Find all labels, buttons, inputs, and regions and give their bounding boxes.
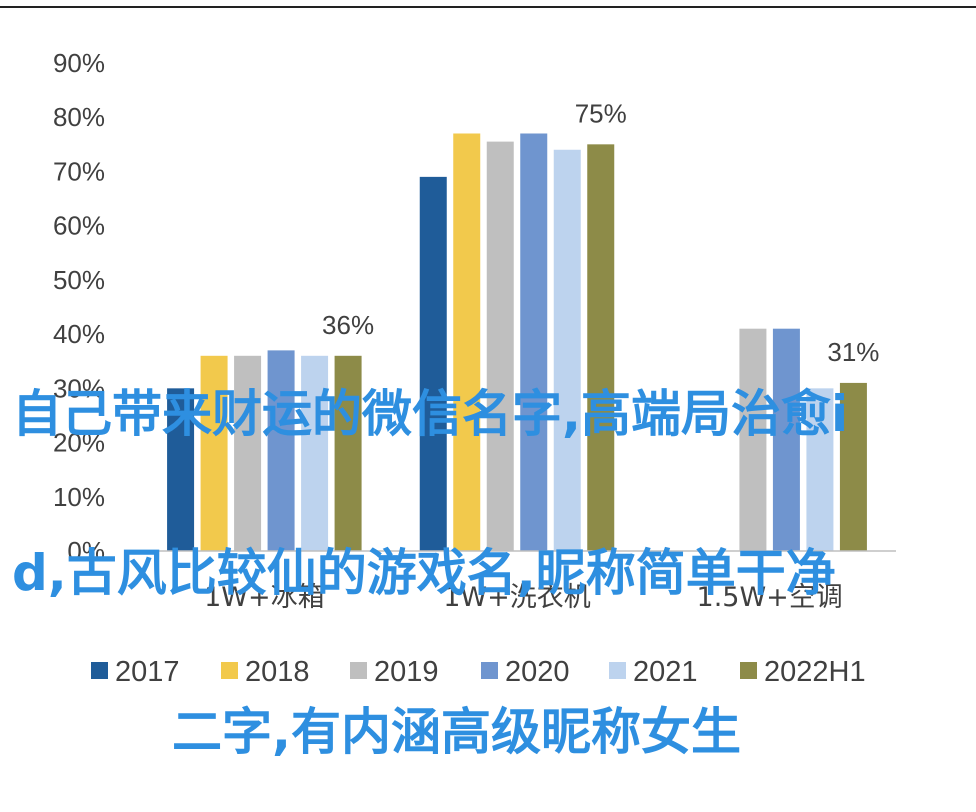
bar-2020-1 bbox=[520, 133, 548, 551]
bar-2021-0 bbox=[301, 355, 329, 551]
legend-label-2022H1: 2022H1 bbox=[764, 656, 866, 688]
x-category-label: 1W+冰箱 bbox=[204, 582, 325, 613]
legend-swatch-2018 bbox=[221, 662, 238, 679]
chart: 0%10%20%30%40%50%60%70%80%90% 36%75%31% … bbox=[0, 6, 976, 688]
overlay-line-3: 二字,有内涵高级昵称女生 bbox=[172, 703, 741, 761]
y-tick-label: 50% bbox=[53, 265, 105, 295]
data-label: 36% bbox=[322, 310, 374, 340]
bar-2020-0 bbox=[267, 350, 295, 551]
bar-2019-2 bbox=[739, 328, 767, 551]
bar-2022H1-0 bbox=[334, 355, 362, 551]
y-tick-label: 30% bbox=[53, 373, 105, 403]
bar-2018-1 bbox=[453, 133, 481, 551]
y-tick-label: 20% bbox=[53, 428, 105, 458]
x-category-label: 1W+洗衣机 bbox=[443, 582, 591, 613]
bar-2018-0 bbox=[200, 355, 228, 551]
y-tick-label: 60% bbox=[53, 211, 105, 241]
bar-2022H1-2 bbox=[839, 382, 867, 551]
x-category-label: 1.5W+空调 bbox=[697, 582, 843, 613]
bar-2019-0 bbox=[234, 355, 262, 551]
legend-swatch-2021 bbox=[609, 662, 626, 679]
data-labels: 36% 75% 31% bbox=[322, 98, 879, 367]
bar-2019-1 bbox=[486, 141, 514, 551]
bar-2017-0 bbox=[167, 388, 195, 551]
y-tick-label: 90% bbox=[53, 48, 105, 78]
legend-label-2017: 2017 bbox=[115, 656, 180, 688]
legend-swatch-2020 bbox=[481, 662, 498, 679]
y-tick-label: 0% bbox=[67, 536, 105, 566]
data-label: 31% bbox=[827, 337, 879, 367]
y-tick-label: 40% bbox=[53, 319, 105, 349]
legend-label-2021: 2021 bbox=[633, 656, 698, 688]
bar-2021-1 bbox=[553, 149, 581, 551]
bar-2020-2 bbox=[772, 328, 800, 551]
legend-swatch-2022H1 bbox=[740, 662, 757, 679]
y-axis-ticks: 0% 10% 20% 30% 40% 50% 60% 70% 80% 90% bbox=[53, 48, 105, 566]
legend-label-2019: 2019 bbox=[374, 656, 439, 688]
x-axis-categories: 1W+冰箱 1W+洗衣机 1.5W+空调 bbox=[204, 582, 843, 613]
data-label: 75% bbox=[575, 98, 627, 128]
bars-layer bbox=[167, 133, 867, 552]
legend: 2017 2018 2019 2020 2021 2022H1 bbox=[91, 656, 866, 688]
legend-label-2020: 2020 bbox=[505, 656, 570, 688]
bar-2021-2 bbox=[806, 388, 834, 551]
y-tick-label: 80% bbox=[53, 102, 105, 132]
y-tick-label: 10% bbox=[53, 482, 105, 512]
legend-swatch-2017 bbox=[91, 662, 108, 679]
bar-2017-1 bbox=[419, 176, 447, 551]
y-tick-label: 70% bbox=[53, 156, 105, 186]
legend-swatch-2019 bbox=[350, 662, 367, 679]
legend-label-2018: 2018 bbox=[245, 656, 310, 688]
bar-2022H1-1 bbox=[587, 144, 615, 552]
